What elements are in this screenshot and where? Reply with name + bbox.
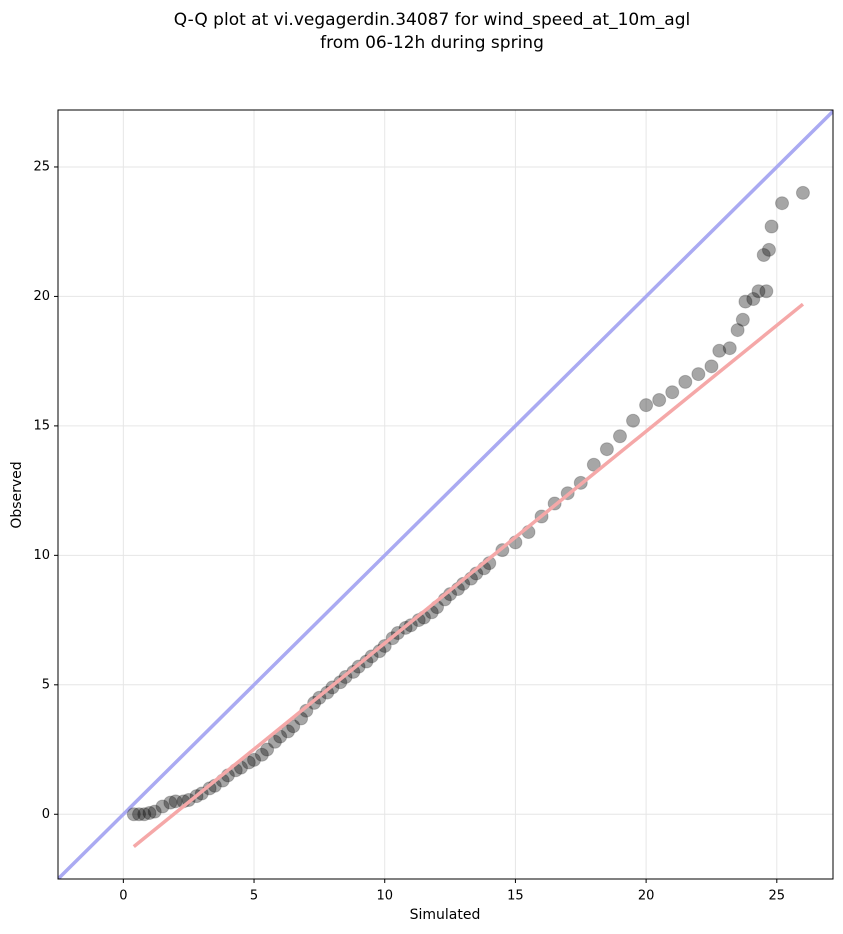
point [168, 794, 183, 809]
point [704, 359, 719, 374]
plot-frame [57, 109, 834, 880]
point [639, 398, 654, 413]
point [756, 247, 771, 262]
point [738, 294, 753, 309]
point [254, 747, 269, 762]
point [155, 799, 170, 814]
point [247, 752, 262, 767]
point [241, 755, 256, 770]
point [260, 742, 275, 757]
point [691, 367, 706, 382]
x-tick-label: 0 [119, 889, 127, 904]
x-tick-label: 5 [250, 889, 258, 904]
x-tick-label: 10 [376, 889, 393, 904]
x-tick-label: 25 [769, 889, 786, 904]
y-tick-label: 10 [33, 548, 50, 563]
point [678, 374, 693, 389]
y-tick-label: 0 [42, 807, 50, 822]
y-tick-label: 5 [42, 677, 50, 692]
reference-line [132, 302, 805, 848]
point [132, 807, 147, 822]
point [281, 724, 296, 739]
point [761, 242, 776, 257]
reference-line [58, 110, 833, 879]
y-tick-label: 25 [33, 159, 50, 174]
point [142, 805, 157, 820]
point [126, 807, 141, 822]
point [163, 795, 178, 810]
grid [58, 110, 833, 879]
point [751, 284, 766, 299]
point [730, 323, 745, 338]
chart-subtitle: from 06-12h during spring [320, 33, 544, 53]
point [795, 185, 810, 200]
point [137, 807, 152, 822]
x-axis-label: Simulated [410, 907, 481, 923]
point [267, 734, 282, 749]
plot-area [58, 110, 833, 879]
point [147, 804, 162, 819]
point [764, 219, 779, 234]
point [746, 292, 761, 307]
axes: 0 5 10 15 20 25 0 5 10 15 20 25 [33, 159, 785, 903]
point [759, 284, 774, 299]
point [735, 312, 750, 327]
x-tick-label: 15 [507, 889, 524, 904]
point [712, 343, 727, 358]
point [626, 413, 641, 428]
y-tick-label: 15 [33, 418, 50, 433]
point [775, 196, 790, 211]
point [286, 719, 301, 734]
point [665, 385, 680, 400]
point [652, 392, 667, 407]
y-axis-label: Observed [9, 461, 25, 528]
y-tick-label: 20 [33, 289, 50, 304]
point [599, 442, 614, 457]
chart-title: Q-Q plot at vi.vegagerdin.34087 for wind… [174, 10, 690, 30]
point [333, 675, 348, 690]
point [722, 341, 737, 356]
x-tick-label: 20 [638, 889, 655, 904]
point [586, 457, 601, 472]
point [612, 429, 627, 444]
